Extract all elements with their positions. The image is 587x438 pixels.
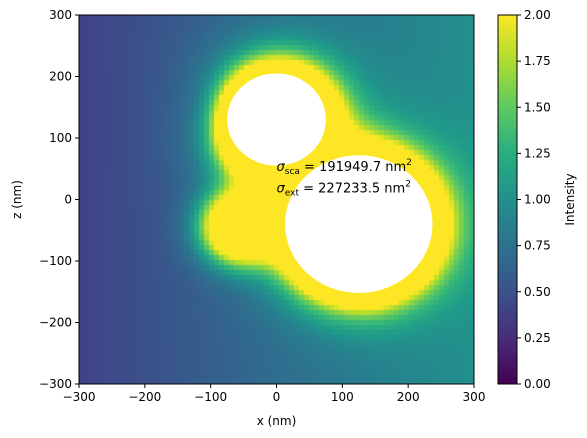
y-tick-label: 100 <box>49 131 72 145</box>
colorbar-tick-label: 2.00 <box>524 8 551 22</box>
y-axis: −300 −200 −100 0 100 200 300 <box>39 8 79 391</box>
x-tick-label: 0 <box>273 390 281 404</box>
y-tick-label: 300 <box>49 8 72 22</box>
colorbar-gradient <box>497 14 518 385</box>
colorbar: 0.00 0.25 0.50 0.75 1.00 1.25 1.50 1.75 2.00 Int… <box>497 8 577 391</box>
x-axis: −300 −200 −100 0 100 200 300 <box>63 384 486 404</box>
y-tick-label: −300 <box>39 377 72 391</box>
colorbar-tick-label: 0.75 <box>524 239 551 253</box>
y-tick-label: −100 <box>39 254 72 268</box>
y-tick-label: 0 <box>64 193 72 207</box>
annotation-sca: σsca = 191949.7 nm2 <box>277 158 412 177</box>
annotation-ext: σext = 227233.5 nm2 <box>277 179 411 198</box>
y-tick-label: −200 <box>39 316 72 330</box>
particle-2 <box>285 155 433 293</box>
colorbar-tick-label: 1.75 <box>524 54 551 68</box>
y-tick-label: 200 <box>49 70 72 84</box>
colorbar-tick-label: 1.50 <box>524 100 551 114</box>
x-tick-label: −200 <box>128 390 161 404</box>
x-tick-label: −100 <box>194 390 227 404</box>
colorbar-tick-label: 1.25 <box>524 146 551 160</box>
x-tick-label: −300 <box>63 390 96 404</box>
particle-1 <box>227 73 326 166</box>
particle-cutouts <box>227 73 433 293</box>
colorbar-ticks: 0.00 0.25 0.50 0.75 1.00 1.25 1.50 1.75 2.00 <box>517 8 551 391</box>
x-tick-label: 300 <box>463 390 486 404</box>
x-tick-label: 100 <box>331 390 354 404</box>
x-axis-label: x (nm) <box>257 414 297 428</box>
x-tick-label: 200 <box>397 390 420 404</box>
colorbar-tick-label: 0.00 <box>524 377 551 391</box>
colorbar-tick-label: 0.50 <box>524 285 551 299</box>
colorbar-label: Intensity <box>563 173 577 225</box>
y-axis-label: z (nm) <box>10 180 24 219</box>
cross-section-annotations: σsca = 191949.7 nm2 σext = 227233.5 nm2 <box>277 158 412 199</box>
colorbar-tick-label: 1.00 <box>524 193 551 207</box>
colorbar-tick-label: 0.25 <box>524 331 551 345</box>
